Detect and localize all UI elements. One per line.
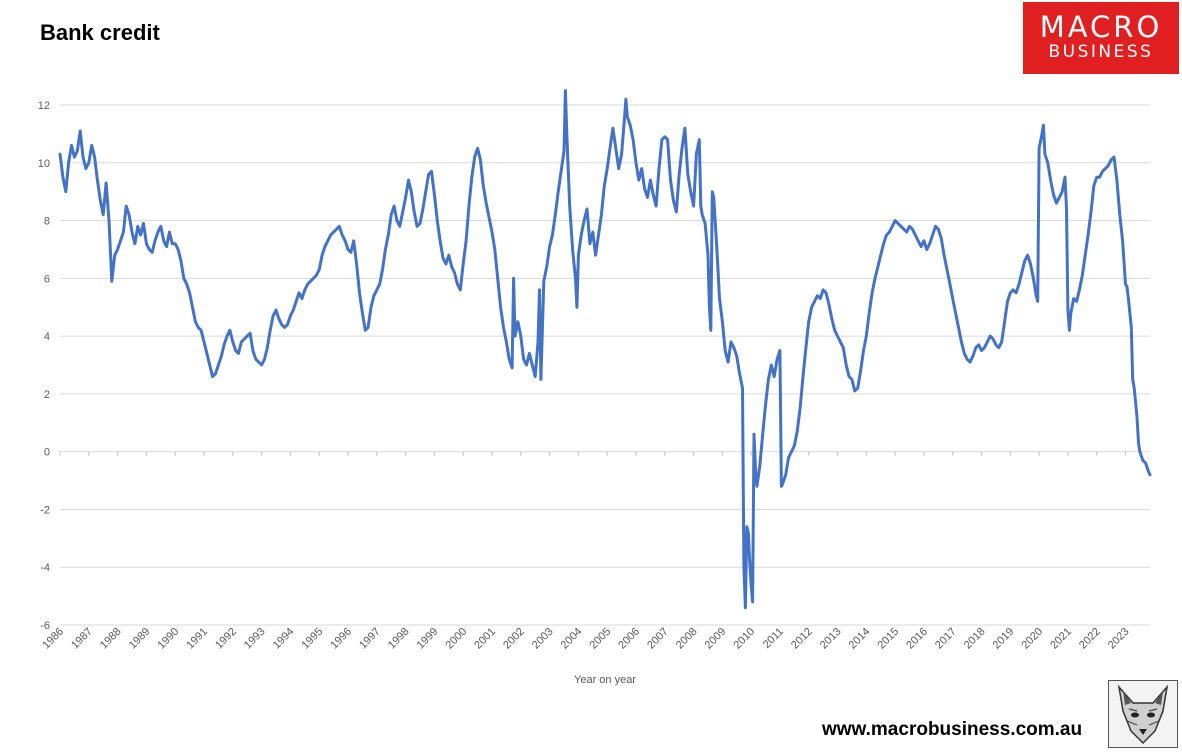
x-tick-label: 2009 xyxy=(703,626,729,652)
x-axis-ticks: 1986 1987 1988 1989 1990 1991 1992 1993 1994 1995… xyxy=(40,451,1132,652)
chart-title: Bank credit xyxy=(40,20,160,45)
y-tick-label: 6 xyxy=(44,273,50,285)
y-tick-label: -2 xyxy=(40,504,50,516)
x-tick-label: 2018 xyxy=(962,626,988,652)
x-tick-label: 1987 xyxy=(69,626,95,652)
x-tick-label: 2010 xyxy=(731,626,757,652)
x-tick-label: 1999 xyxy=(415,626,441,652)
x-tick-label: 1997 xyxy=(357,626,383,652)
x-tick-label: 2002 xyxy=(501,626,527,652)
website-url[interactable]: www.macrobusiness.com.au xyxy=(822,719,1083,740)
x-tick-label: 2016 xyxy=(904,626,930,652)
y-axis-ticks: -6 -4 -2 0 2 4 6 8 10 12 xyxy=(38,100,50,632)
y-tick-label: -4 xyxy=(40,562,50,574)
x-tick-label: 2013 xyxy=(818,626,844,652)
x-tick-label: 2020 xyxy=(1019,626,1045,652)
logo-line-2: BUSINESS xyxy=(1048,42,1154,62)
x-tick-label: 2008 xyxy=(674,626,700,652)
x-tick-label: 1998 xyxy=(386,626,412,652)
x-tick-label: 2015 xyxy=(875,626,901,652)
x-tick-label: 2003 xyxy=(530,626,556,652)
x-tick-label: 2022 xyxy=(1077,626,1103,652)
x-tick-label: 1989 xyxy=(127,626,153,652)
series-line-bank-credit xyxy=(58,89,1152,610)
x-axis-label: Year on year xyxy=(574,674,636,686)
x-tick-label: 2007 xyxy=(645,626,671,652)
x-tick-label: 1993 xyxy=(242,626,268,652)
y-tick-label: 10 xyxy=(38,158,50,170)
x-tick-label: 2014 xyxy=(847,626,873,652)
x-tick-label: 2006 xyxy=(616,626,642,652)
x-tick-label: 1994 xyxy=(271,626,297,652)
x-tick-label: 2012 xyxy=(789,626,815,652)
x-tick-label: 2001 xyxy=(472,626,498,652)
logo-line-1: MACRO xyxy=(1039,10,1163,44)
gridlines xyxy=(60,104,1150,626)
x-tick-label: 2011 xyxy=(761,626,786,651)
x-tick-label: 1995 xyxy=(300,626,326,652)
macrobusiness-logo[interactable]: MACRO BUSINESS xyxy=(1023,2,1179,74)
y-tick-label: 0 xyxy=(44,447,50,459)
y-tick-label: 2 xyxy=(44,389,50,401)
fox-icon xyxy=(1108,680,1178,748)
x-tick-label: 2004 xyxy=(559,626,585,652)
x-tick-label: 1991 xyxy=(184,626,210,652)
x-tick-label: 2021 xyxy=(1048,626,1074,652)
x-tick-label: 2017 xyxy=(933,626,959,652)
y-tick-label: -6 xyxy=(40,620,50,632)
x-tick-label: 2005 xyxy=(587,626,613,652)
x-tick-label: 2000 xyxy=(443,626,469,652)
x-tick-label: 2023 xyxy=(1106,626,1132,652)
y-tick-label: 8 xyxy=(44,216,50,228)
x-tick-label: 1988 xyxy=(98,626,124,652)
y-tick-label: 12 xyxy=(38,100,50,112)
x-tick-label: 2019 xyxy=(991,626,1017,652)
x-tick-label: 1996 xyxy=(328,626,354,652)
y-tick-label: 4 xyxy=(44,331,50,343)
x-tick-label: 1990 xyxy=(156,626,182,652)
x-tick-label: 1992 xyxy=(213,626,239,652)
